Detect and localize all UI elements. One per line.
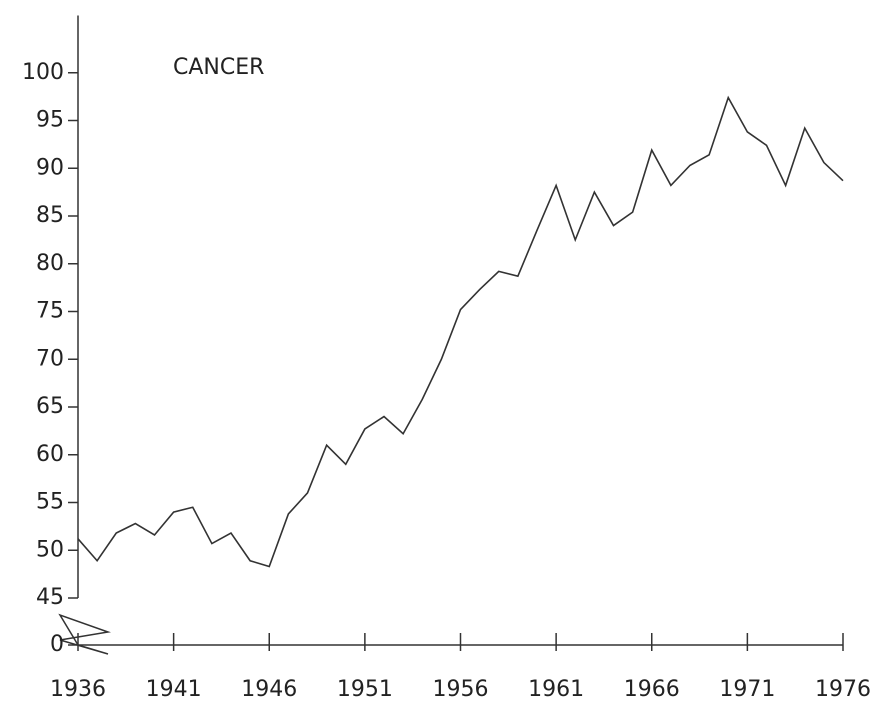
data-line <box>77 95 844 568</box>
x-tick-label: 1951 <box>337 677 393 702</box>
x-tick-label: 1936 <box>50 677 106 702</box>
y-tick-label: 65 <box>36 394 64 419</box>
x-tick-label: 1976 <box>815 677 871 702</box>
x-tick-label: 1956 <box>433 677 489 702</box>
y-tick-label: 80 <box>36 251 64 276</box>
chart-title: CANCER <box>173 55 264 80</box>
y-tick-label: 85 <box>36 203 64 228</box>
y-tick-label: 75 <box>36 299 64 324</box>
y-tick-label: 55 <box>36 490 64 515</box>
x-tick-label: 1966 <box>624 677 680 702</box>
axis-break <box>58 613 111 655</box>
y-tick-label: 45 <box>36 585 64 610</box>
y-tick-label: 0 <box>50 632 64 657</box>
y-tick-label: 70 <box>36 346 64 371</box>
y-tick-label: 50 <box>36 537 64 562</box>
y-tick-label: 90 <box>36 155 64 180</box>
y-tick-label: 100 <box>22 60 64 85</box>
y-tick-label: 95 <box>36 108 64 133</box>
y-tick-label: 60 <box>36 442 64 467</box>
x-tick-label: 1946 <box>241 677 297 702</box>
x-tick-label: 1941 <box>146 677 202 702</box>
x-tick-label: 1971 <box>719 677 775 702</box>
x-tick-label: 1961 <box>528 677 584 702</box>
